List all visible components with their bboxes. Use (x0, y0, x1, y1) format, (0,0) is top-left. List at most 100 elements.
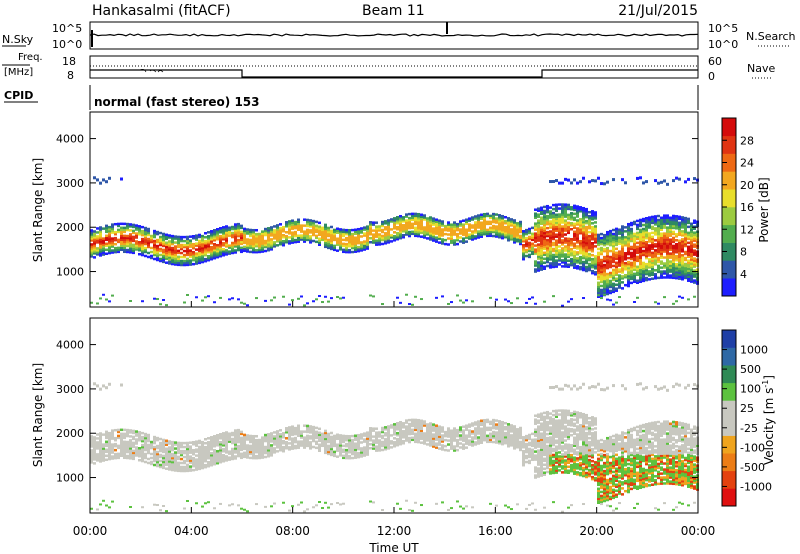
power-cell (582, 250, 585, 254)
power-cell (657, 266, 660, 270)
velocity-cell (240, 444, 243, 448)
power-cell (648, 244, 651, 247)
power-cell (675, 223, 678, 226)
power-cell (507, 229, 510, 232)
date-label: 21/Jul/2015 (618, 3, 698, 19)
power-cell (546, 206, 549, 210)
velocity-cell (222, 450, 225, 453)
power-cell (474, 231, 477, 234)
power-cell (618, 240, 621, 243)
power-cell (441, 230, 444, 233)
velocity-cell (270, 454, 273, 457)
velocity-cell (534, 466, 537, 469)
velocity-cell (318, 433, 321, 437)
power-cell (264, 233, 267, 237)
velocity-cell (375, 433, 378, 436)
power-cell (585, 247, 588, 251)
velocity-cell (267, 451, 270, 454)
power-cell (312, 219, 315, 223)
power-cell (399, 236, 402, 240)
velocity-cell (222, 448, 225, 451)
power-cell (660, 224, 663, 228)
power-cell (222, 252, 225, 255)
velocity-cell (156, 444, 159, 448)
power-cell (579, 210, 582, 213)
power-cell (252, 236, 255, 240)
colorbar-swatch (722, 260, 736, 279)
velocity-cell (231, 457, 234, 461)
velocity-cell (486, 420, 489, 424)
power-cell (129, 233, 132, 236)
power-cell (663, 246, 666, 249)
power-cell (627, 252, 630, 256)
power-cell (591, 259, 594, 263)
power-cell (312, 231, 315, 235)
power-cell (660, 266, 663, 269)
power-cell (303, 234, 306, 237)
velocity-cell (108, 439, 111, 443)
velocity-cell (531, 440, 534, 444)
velocity-cell (174, 441, 177, 444)
power-cell (108, 235, 111, 239)
velocity-cell (501, 436, 504, 440)
power-cell (294, 224, 297, 228)
power-cell (369, 237, 372, 240)
velocity-cell (486, 436, 489, 440)
power-cell (390, 240, 393, 243)
power-cell (507, 300, 510, 303)
velocity-cell (219, 452, 222, 456)
power-cell (459, 224, 462, 227)
cpid-label: CPID (4, 89, 33, 102)
power-cell (438, 241, 441, 244)
velocity-cell (207, 501, 210, 504)
power-cell (534, 232, 537, 235)
power-cell (570, 222, 573, 225)
power-cell (597, 253, 600, 257)
velocity-cell (399, 434, 402, 438)
power-cell (141, 231, 144, 235)
power-cell (615, 239, 618, 243)
power-cell (186, 253, 189, 257)
velocity-cell (495, 427, 498, 430)
power-cell (231, 247, 234, 251)
power-cell (603, 267, 606, 271)
power-cell (681, 262, 684, 265)
power-cell (582, 234, 585, 238)
velocity-cell (390, 442, 393, 445)
power-cell (273, 231, 276, 234)
freq-right-tick-top: 60 (708, 55, 722, 68)
power-cell (120, 226, 123, 230)
velocity-cell (351, 448, 354, 452)
power-cell (579, 241, 582, 245)
power-cell (363, 234, 366, 237)
power-cell (366, 229, 369, 232)
velocity-cell (399, 432, 402, 436)
power-cell (306, 222, 309, 226)
velocity-cell (354, 446, 357, 449)
power-cell (351, 238, 354, 242)
velocity-cell (468, 429, 471, 432)
power-cell (237, 228, 240, 232)
velocity-cell (369, 427, 372, 430)
velocity-cell (429, 440, 432, 443)
velocity-cell (516, 503, 519, 506)
power-cell (618, 280, 621, 283)
power-cell (408, 224, 411, 228)
cpid-text: normal (fast stereo) 153 (94, 95, 260, 109)
power-cell (393, 235, 396, 238)
power-cell (321, 234, 324, 238)
velocity-cell (375, 427, 378, 430)
power-cell (477, 226, 480, 229)
power-cell (654, 259, 657, 262)
power-cell (666, 244, 669, 247)
velocity-cell (420, 419, 423, 423)
velocity-cell (225, 437, 228, 440)
velocity-cell (528, 433, 531, 437)
velocity-cell (252, 446, 255, 450)
power-cell (201, 236, 204, 240)
power-cell (132, 243, 135, 247)
y-tick-label: 3000 (56, 177, 84, 190)
power-cell (408, 303, 411, 306)
power-cell (438, 231, 441, 234)
velocity-cell (201, 460, 204, 464)
